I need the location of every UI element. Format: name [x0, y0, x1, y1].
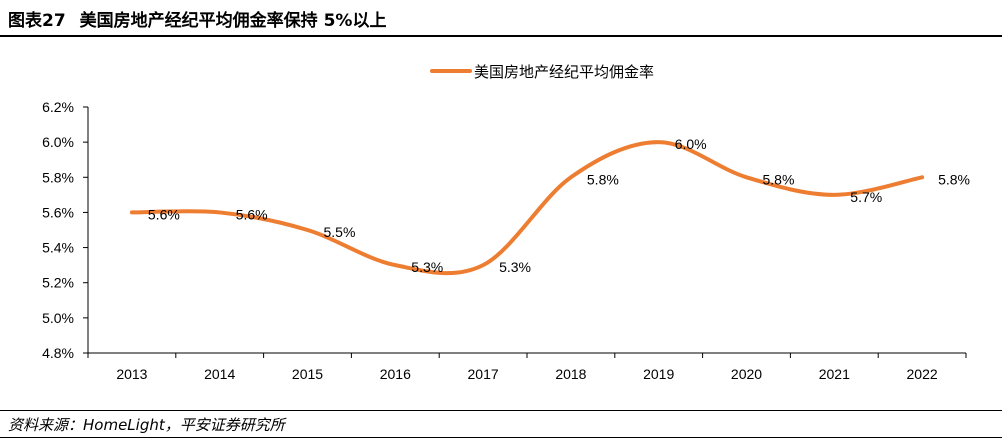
source-divider	[0, 410, 1002, 411]
y-tick-label: 5.6%	[42, 204, 74, 220]
y-tick-label: 6.2%	[42, 99, 74, 115]
x-tick-label: 2014	[204, 366, 235, 382]
figure-title-bar: 图表27 美国房地产经纪平均佣金率保持 5%以上	[0, 0, 1002, 36]
x-tick-label: 2020	[731, 366, 762, 382]
y-tick-label: 5.8%	[42, 169, 74, 185]
series-line	[129, 140, 925, 276]
bottom-divider	[0, 437, 1002, 438]
data-label: 5.3%	[411, 259, 443, 275]
data-label: 5.8%	[587, 171, 619, 187]
data-label: 5.8%	[938, 171, 970, 187]
line-chart: 4.8% 5.0% 5.2% 5.4% 5.6% 5.8% 6.0% 6.2% 2013 2014…	[42, 63, 970, 382]
legend-label: 美国房地产经纪平均佣金率	[474, 63, 654, 81]
data-label: 5.3%	[499, 259, 531, 275]
y-tick-label: 5.0%	[42, 310, 74, 326]
figure-number: 图表27	[8, 11, 66, 31]
data-label: 5.6%	[148, 206, 180, 222]
x-tick-label: 2013	[116, 366, 147, 382]
data-label: 5.6%	[236, 206, 268, 222]
data-label: 6.0%	[675, 136, 707, 152]
title-divider	[0, 35, 1002, 37]
data-label: 5.8%	[763, 171, 795, 187]
x-tick-label: 2019	[643, 366, 674, 382]
x-tick-label: 2021	[819, 366, 850, 382]
source-note: 资料来源：HomeLight，平安证券研究所	[8, 416, 285, 434]
x-tick-label: 2022	[907, 366, 938, 382]
figure-title-text: 美国房地产经纪平均佣金率保持 5%以上	[79, 11, 387, 31]
figure-title: 图表27 美国房地产经纪平均佣金率保持 5%以上	[8, 6, 386, 31]
x-tick-label: 2016	[380, 366, 411, 382]
data-label: 5.5%	[324, 224, 356, 240]
x-tick-label: 2017	[468, 366, 499, 382]
data-label: 5.7%	[850, 189, 882, 205]
y-tick-label: 5.2%	[42, 275, 74, 291]
y-tick-label: 5.4%	[42, 240, 74, 256]
x-tick-label: 2015	[292, 366, 323, 382]
y-tick-label: 6.0%	[42, 134, 74, 150]
x-tick-label: 2018	[555, 366, 586, 382]
y-tick-label: 4.8%	[42, 345, 74, 361]
